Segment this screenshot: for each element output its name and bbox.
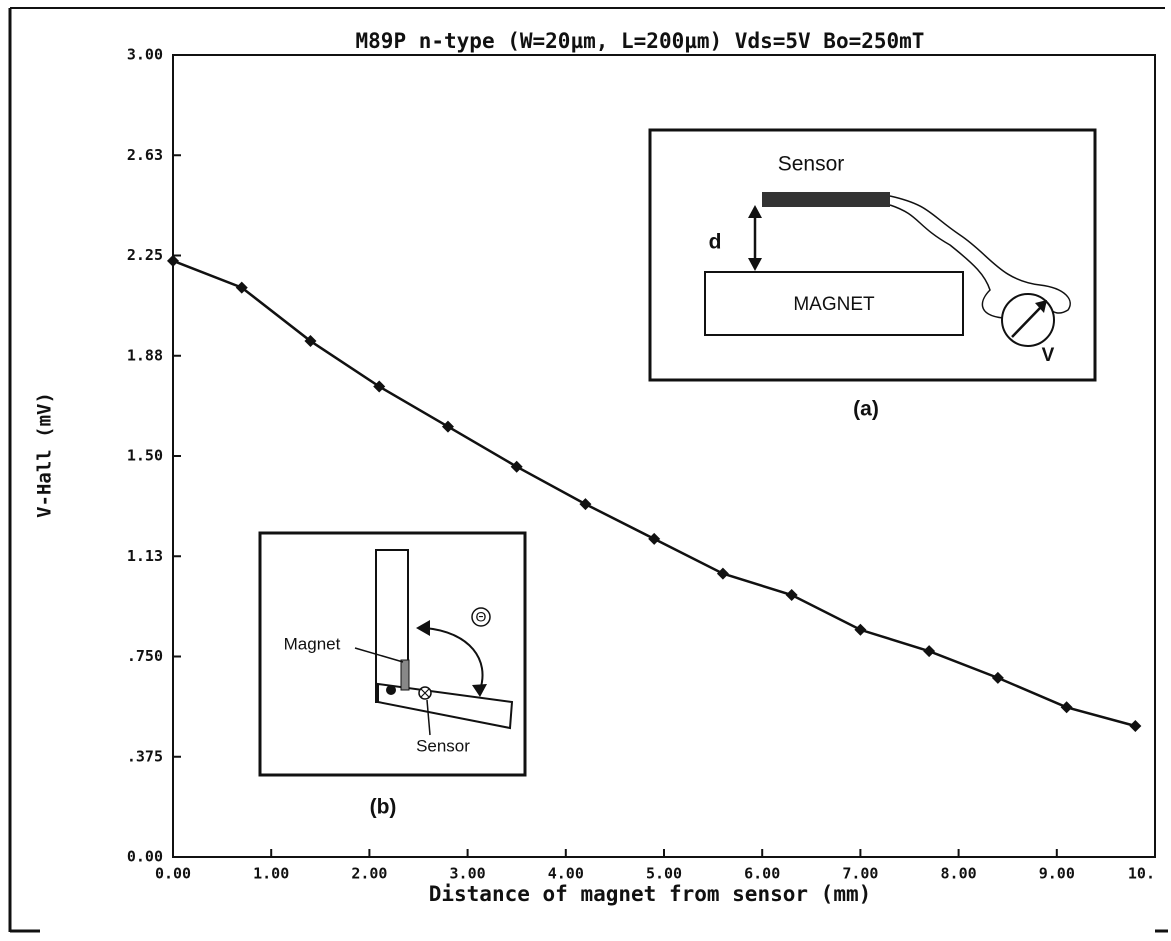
inset-caption: (b): [370, 796, 397, 819]
x-tick-label: 9.00: [1039, 865, 1075, 883]
x-tick-label: 4.00: [548, 865, 584, 883]
x-tick-label: 3.00: [450, 865, 486, 883]
leader-line: [354, 647, 404, 663]
inset-label: d: [709, 231, 722, 254]
data-point: [304, 335, 317, 348]
pivot: [386, 685, 396, 695]
inset-label: Θ: [476, 609, 487, 625]
data-point: [373, 380, 386, 393]
y-tick-label: .375: [127, 747, 163, 765]
y-tick-label: 1.13: [127, 547, 163, 565]
data-point: [716, 567, 729, 580]
inset-label: Sensor: [778, 153, 845, 176]
arrowhead: [1035, 300, 1047, 313]
x-tick-label: 6.00: [744, 865, 780, 883]
voltmeter-needle: [1011, 307, 1041, 338]
inset-label: Sensor: [416, 736, 470, 755]
data-point: [167, 254, 179, 267]
x-axis-label: Distance of magnet from sensor (mm): [429, 882, 872, 906]
leader-line: [426, 699, 431, 736]
x-tick-label: 5.00: [646, 865, 682, 883]
magnet-block: [704, 271, 964, 336]
angle-circle: [471, 607, 491, 627]
y-tick-label: 1.88: [127, 346, 163, 364]
data-point: [854, 623, 867, 636]
chart-title: M89P n-type (W=20µm, L=200µm) Vds=5V Bo=…: [356, 29, 925, 53]
y-axis-label: V-Hall (mV): [34, 392, 56, 518]
data-point: [1129, 720, 1142, 733]
angle-arrow: [424, 627, 484, 691]
inset-label: MAGNET: [793, 294, 875, 315]
data-point: [991, 671, 1004, 684]
data-point: [648, 532, 661, 545]
y-tick-label: 2.25: [127, 246, 163, 264]
sensor-mark: [420, 688, 430, 698]
rotating-arm: [377, 682, 514, 730]
y-tick-label: 3.00: [127, 46, 163, 64]
y-tick-label: 2.63: [127, 146, 163, 164]
data-point: [235, 281, 248, 294]
data-point: [579, 498, 592, 511]
data-point: [923, 645, 936, 658]
arrowhead: [416, 620, 487, 697]
inset-caption: (a): [853, 398, 879, 421]
x-tick-label: 8.00: [941, 865, 977, 883]
inset-b: Magnet Sensor Θ (b): [258, 531, 527, 819]
sensor-bar: [762, 192, 890, 207]
y-tick-label: 1.50: [127, 447, 163, 465]
inset-label: V: [1042, 345, 1055, 366]
data-point: [441, 420, 454, 433]
data-point: [785, 589, 798, 602]
wire: [889, 195, 1071, 319]
y-tick-label: 0.00: [127, 848, 163, 866]
data-point: [510, 460, 523, 473]
x-tick-label: 10.: [1128, 865, 1155, 883]
x-tick-label: 2.00: [351, 865, 387, 883]
x-tick-label: 7.00: [842, 865, 878, 883]
x-tick-label: 1.00: [253, 865, 289, 883]
inset-a: Sensor d MAGNET V (a): [648, 128, 1097, 421]
data-point: [1060, 701, 1073, 714]
y-tick-label: .750: [127, 647, 163, 665]
x-tick-label: 0.00: [155, 865, 191, 883]
inset-label: Magnet: [284, 634, 341, 653]
magnet: [400, 659, 410, 691]
